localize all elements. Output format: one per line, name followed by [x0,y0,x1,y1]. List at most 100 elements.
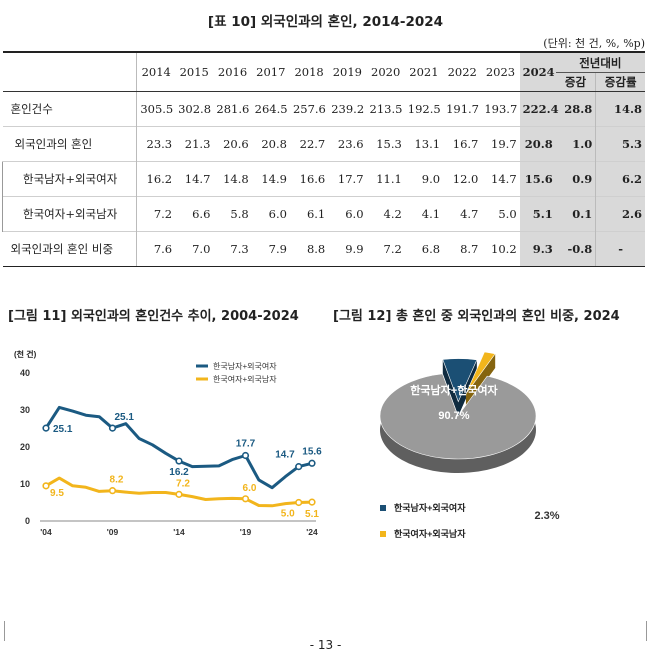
data-point [42,482,50,490]
year-header: 2020 [366,51,405,92]
cell: 4.1 [404,196,444,232]
cell: 213.5 [366,91,405,127]
cell: 23.3 [136,126,176,162]
pie-slice-wall [465,353,496,408]
legend-swatch [380,505,386,511]
data-label: 7.2 [176,478,190,489]
data-point [42,424,50,432]
cell: 7.9 [251,231,290,267]
year-header-current: 2024 [519,51,556,92]
cell: 302.8 [175,91,214,127]
figure-11-title: [그림 11] 외국인과의 혼인건수 추이, 2004-2024 [8,309,299,324]
table-row: 외국인과의 혼인 비중 7.6 7.0 7.3 7.9 8.8 9.9 7.2 … [2,231,645,267]
cell: 14.7 [175,161,214,197]
table-subheader-row: 증감 증감률 [3,72,645,92]
y-tick-label: 10 [20,479,30,489]
y-tick-label: 20 [20,442,30,452]
year-header: 2022 [443,51,482,92]
table-header-row: 2014 2015 2016 2017 2018 2019 2020 2021 … [2,51,645,92]
row-label: 혼인건수 [2,91,137,127]
year-header: 2016 [213,51,252,92]
cell: 16.6 [289,161,329,197]
pie-slice-2 [442,358,478,403]
pie-slice-1 [379,373,537,460]
year-header: 2018 [289,51,329,92]
data-label: 25.1 [53,424,73,435]
data-point [108,487,117,495]
cell: 16.2 [136,161,176,197]
data-label: 8.2 [110,475,124,486]
cell: 7.2 [136,196,176,232]
year-header: 2023 [481,51,520,92]
legend-label: 한국남자+외국여자 [394,502,466,513]
cell: 9.3 [519,231,556,267]
x-tick-label: '24 [306,527,318,537]
yoy-rate-header: 증감률 [595,72,645,92]
legend-label: 한국여자+외국남자 [213,374,277,384]
cell: 191.7 [443,91,482,127]
cell: 4.2 [366,196,405,232]
cell: 14.7 [481,161,520,197]
cell: 13.1 [404,126,444,162]
data-label: 6.0 [243,483,257,494]
x-tick-label: '14 [173,527,185,537]
x-tick-label: '19 [240,527,252,537]
cell: 28.8 [555,91,596,127]
cell: 12.0 [443,161,482,197]
marriage-trend-line-chart: (천 건) 0 10 20 30 40 '04 '09 '14 '19 '24 25.1 25.1 16.… [14,349,322,537]
x-tick-label: '04 [40,527,52,537]
cell: 20.8 [251,126,290,162]
figure-12-title: [그림 12] 총 혼인 중 외국인과의 혼인 비중, 2024 [333,309,620,324]
cell: 17.7 [328,161,367,197]
y-tick-label: 40 [20,368,30,378]
data-point [108,424,117,432]
data-point [308,459,316,467]
pie-slice-wall [458,359,477,416]
data-point [241,495,250,503]
cell: 6.8 [404,231,444,267]
cell: 20.8 [519,126,556,162]
cell: 11.1 [366,161,405,197]
data-point [308,498,316,506]
data-point [295,463,303,471]
y-tick-label: 30 [20,405,30,415]
cell: 23.6 [328,126,367,162]
y-axis-unit-label: (천 건) [14,349,37,359]
cell: 14.8 [595,91,645,127]
cell: 1.0 [555,126,596,162]
data-point [175,457,183,465]
pie-slice-label: 7.0% [573,462,598,474]
pie-slice-wall [442,359,459,416]
legend-swatch [380,531,386,537]
year-header: 2019 [328,51,367,92]
cell: 8.7 [443,231,482,267]
cell: 7.6 [136,231,176,267]
cell: 5.3 [595,126,645,162]
cell: 15.3 [366,126,405,162]
cell: 15.6 [519,161,556,197]
cell: 7.3 [213,231,252,267]
x-tick-label: '09 [107,527,119,537]
page-number: - 13 - [309,638,342,652]
data-label: 16.2 [169,467,189,478]
row-label: 한국여자+외국남자 [1,196,137,232]
cell: 21.3 [175,126,214,162]
year-header: 2015 [175,51,214,92]
data-label: 25.1 [115,412,135,423]
y-tick-label: 0 [25,516,30,526]
cell: 20.6 [213,126,252,162]
data-point [295,498,303,507]
cell: 6.1 [289,196,329,232]
data-label: 14.7 [275,450,295,461]
table-row: 한국남자+외국여자 16.2 14.7 14.8 14.9 16.6 17.7 … [1,161,645,197]
year-header: 2021 [404,51,444,92]
pie-slice-3 [465,351,496,394]
cell: 10.2 [481,231,520,267]
year-header: 2017 [251,51,290,92]
cell: 2.6 [595,196,645,232]
corner-mark [646,621,647,641]
cell: 281.6 [213,91,252,127]
cell: 16.7 [443,126,482,162]
cell: 19.7 [481,126,520,162]
